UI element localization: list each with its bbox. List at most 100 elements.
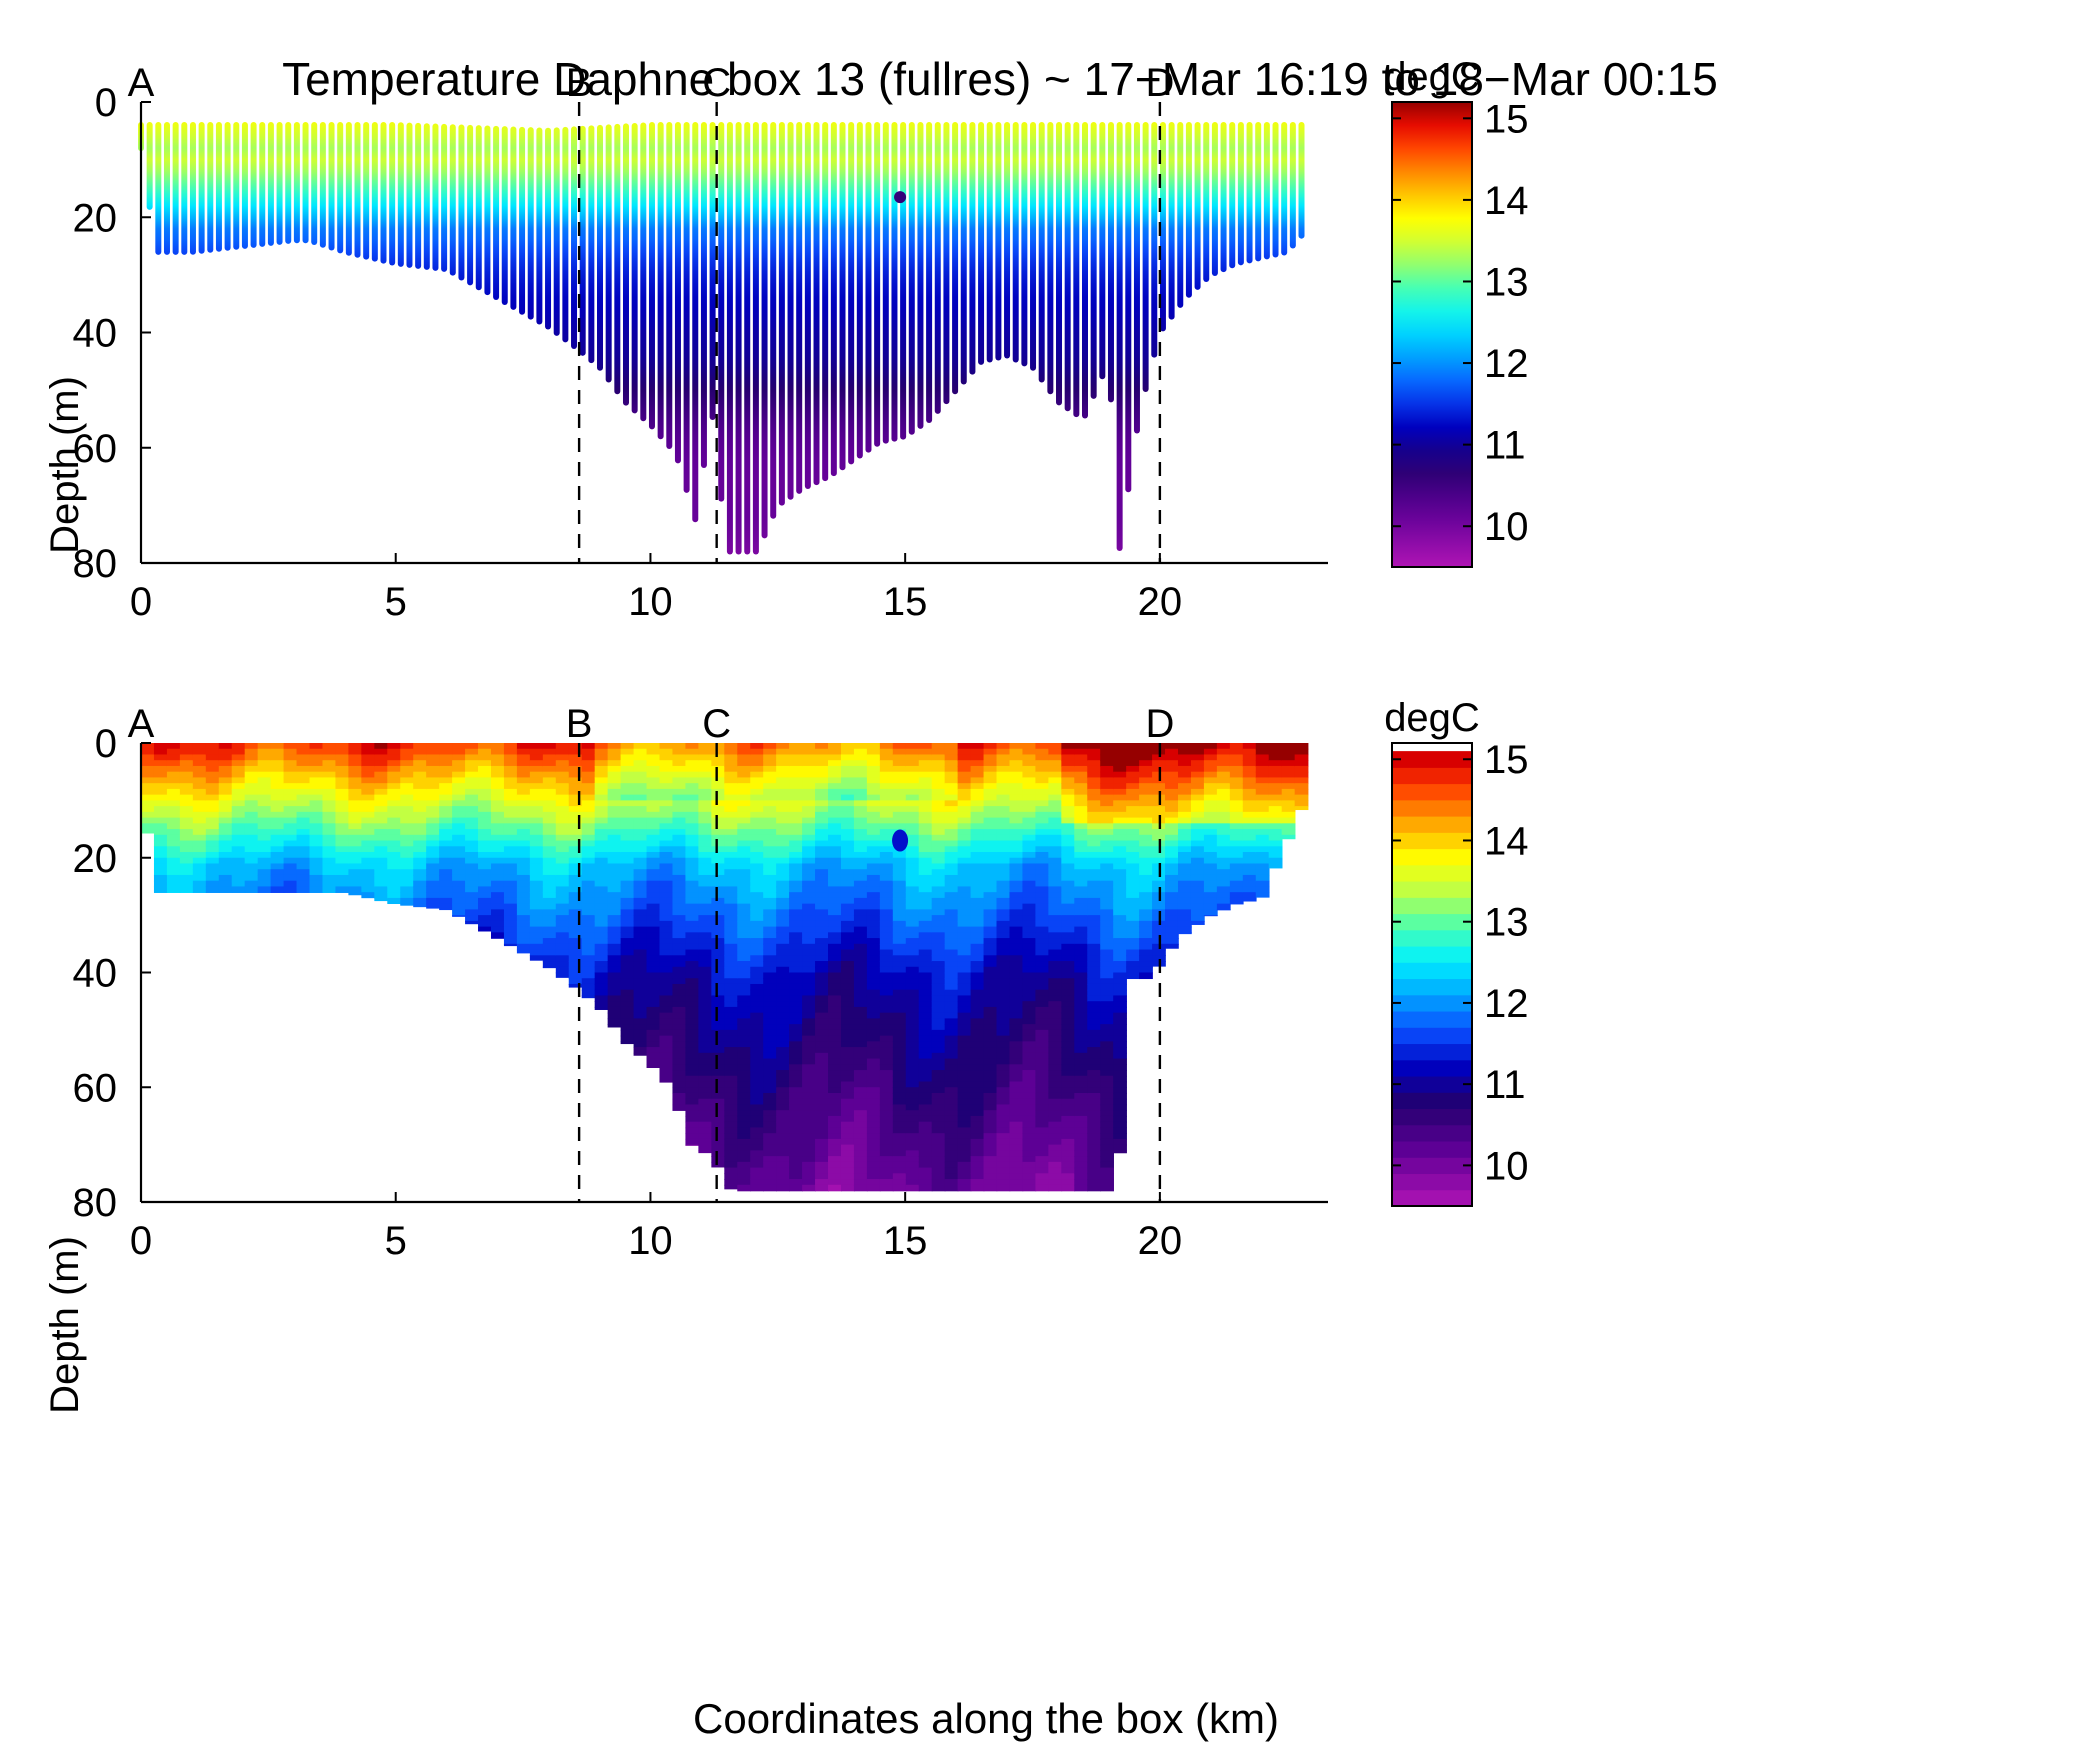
contour-cell bbox=[944, 897, 959, 905]
contour-cell bbox=[1255, 748, 1270, 756]
contour-cell bbox=[815, 857, 829, 865]
top-y-tick-label: 40 bbox=[73, 312, 118, 356]
contour-cell bbox=[1203, 771, 1218, 779]
contour-cell bbox=[879, 1138, 894, 1146]
contour-cell bbox=[659, 794, 674, 802]
contour-cell bbox=[490, 806, 505, 813]
contour-cell bbox=[1190, 846, 1205, 853]
contour-cell bbox=[439, 863, 453, 871]
contour-cell bbox=[1126, 829, 1140, 836]
contour-cell bbox=[478, 909, 492, 916]
contour-cell bbox=[309, 783, 324, 790]
contour-cell bbox=[1190, 840, 1205, 848]
contour-cell bbox=[815, 1179, 829, 1186]
contour-cell bbox=[879, 1018, 894, 1025]
contour-cell bbox=[283, 743, 298, 750]
contour-cell bbox=[983, 1121, 998, 1129]
contour-cell bbox=[568, 823, 583, 830]
contour-cell bbox=[568, 743, 583, 750]
contour-cell bbox=[918, 978, 933, 985]
contour-cell bbox=[685, 1127, 700, 1134]
contour-cell bbox=[840, 938, 855, 945]
contour-cell bbox=[218, 765, 233, 773]
contour-cell bbox=[400, 857, 415, 865]
contour-cell bbox=[672, 754, 687, 762]
contour-cell bbox=[685, 897, 700, 905]
contour-cell bbox=[789, 1041, 803, 1048]
contour-cell bbox=[944, 880, 959, 888]
contour-cell bbox=[879, 817, 894, 825]
contour-cell bbox=[931, 1144, 946, 1152]
contour-cell bbox=[335, 771, 350, 779]
contour-cell bbox=[1035, 817, 1050, 825]
contour-cell bbox=[465, 771, 479, 779]
contour-cell bbox=[1087, 1006, 1102, 1014]
contour-cell bbox=[918, 846, 933, 853]
contour-cell bbox=[711, 1156, 726, 1163]
contour-cell bbox=[374, 806, 389, 813]
contour-cell bbox=[659, 817, 674, 825]
contour-cell bbox=[698, 834, 713, 842]
contour-cell bbox=[957, 989, 972, 997]
contour-cell bbox=[789, 1098, 803, 1106]
contour-cell bbox=[348, 852, 363, 859]
contour-cell bbox=[1216, 817, 1231, 825]
contour-cell bbox=[1126, 961, 1140, 968]
contour-cell bbox=[931, 892, 946, 899]
top-x-tick-label: 10 bbox=[628, 580, 673, 624]
contour-cell bbox=[153, 783, 168, 790]
contour-cell bbox=[1113, 794, 1127, 802]
contour-cell bbox=[1074, 1035, 1089, 1043]
contour-cell bbox=[1165, 834, 1179, 842]
contour-cell bbox=[970, 748, 985, 756]
contour-cell bbox=[931, 938, 946, 945]
contour-cell bbox=[750, 857, 764, 865]
contour-cell bbox=[465, 852, 479, 859]
contour-cell bbox=[750, 1018, 764, 1025]
contour-cell bbox=[1113, 926, 1127, 934]
contour-cell bbox=[918, 909, 933, 916]
contour-cell bbox=[685, 1047, 700, 1054]
contour-cell bbox=[659, 886, 674, 893]
contour-cell bbox=[516, 794, 531, 802]
contour-cell bbox=[763, 1018, 777, 1025]
contour-cell bbox=[815, 834, 829, 842]
contour-cell bbox=[503, 834, 518, 842]
contour-cell bbox=[529, 829, 544, 836]
contour-cell bbox=[1255, 771, 1270, 779]
contour-cell bbox=[465, 903, 479, 911]
contour-cell bbox=[205, 886, 220, 893]
contour-cell bbox=[828, 857, 842, 865]
contour-cell bbox=[1022, 811, 1037, 819]
contour-cell bbox=[166, 777, 181, 784]
contour-cell bbox=[1268, 846, 1283, 853]
contour-cell bbox=[465, 823, 479, 830]
contour-cell bbox=[815, 1001, 829, 1008]
contour-cell bbox=[387, 869, 402, 876]
contour-cell bbox=[828, 955, 842, 962]
contour-cell bbox=[970, 1121, 985, 1129]
contour-cell bbox=[1203, 857, 1218, 865]
contour-cell bbox=[1100, 852, 1114, 859]
contour-cell bbox=[763, 748, 777, 756]
contour-cell bbox=[840, 1104, 855, 1111]
contour-cell bbox=[737, 823, 752, 830]
contour-cell bbox=[231, 817, 246, 825]
contour-cell bbox=[776, 1127, 790, 1134]
contour-cell bbox=[1216, 840, 1231, 848]
contour-cell bbox=[1087, 1184, 1102, 1192]
contour-cell bbox=[944, 1115, 959, 1123]
contour-cell bbox=[789, 886, 803, 893]
contour-cell bbox=[594, 961, 609, 968]
contour-cell bbox=[1152, 852, 1166, 859]
contour-cell bbox=[1100, 1024, 1114, 1031]
contour-cell bbox=[646, 829, 661, 836]
contour-cell bbox=[218, 840, 233, 848]
contour-cell bbox=[983, 771, 998, 779]
contour-cell bbox=[983, 788, 998, 796]
contour-cell bbox=[802, 1092, 816, 1100]
contour-cell bbox=[1190, 748, 1205, 756]
contour-cell bbox=[828, 1110, 842, 1117]
contour-cell bbox=[802, 817, 816, 825]
contour-cell bbox=[944, 1012, 959, 1020]
